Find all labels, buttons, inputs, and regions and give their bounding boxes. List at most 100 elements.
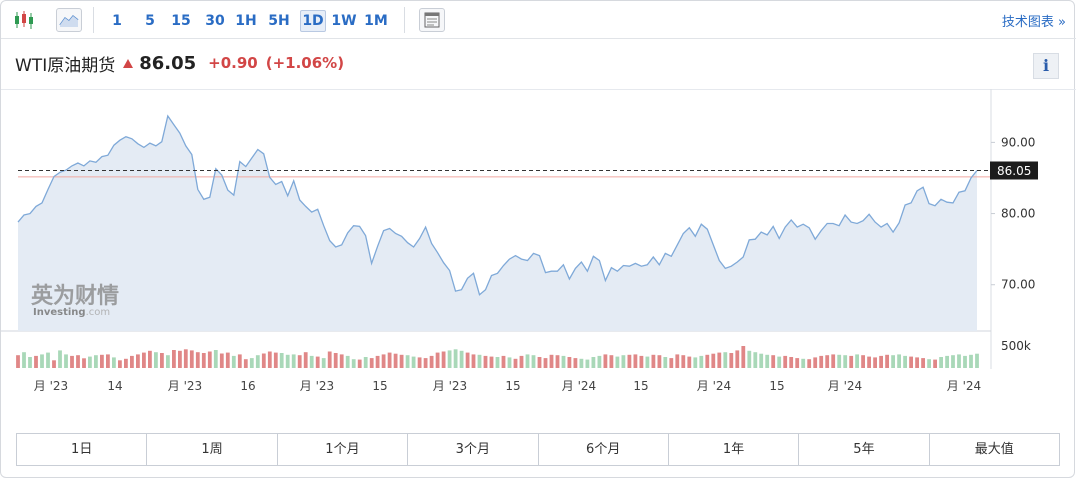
- volume-bar: [621, 355, 626, 368]
- volume-bar: [783, 355, 788, 368]
- volume-bar: [94, 355, 98, 368]
- volume-bar: [897, 354, 901, 368]
- candlestick-chart-icon[interactable]: [11, 8, 37, 32]
- timeframe-30[interactable]: 30: [205, 13, 225, 29]
- volume-bar: [130, 355, 134, 368]
- volume-bar: [339, 354, 344, 368]
- volume-bar: [861, 355, 865, 368]
- volume-bar: [687, 356, 692, 368]
- volume-bar: [759, 353, 764, 368]
- period-button[interactable]: 1周: [147, 434, 278, 465]
- volume-bar: [945, 355, 949, 368]
- volume-bar: [675, 354, 680, 368]
- volume-bar: [381, 354, 386, 368]
- volume-bar: [885, 354, 889, 368]
- volume-bar: [363, 357, 368, 368]
- x-tick-label: 月 '23: [34, 379, 68, 393]
- volume-bar: [477, 354, 482, 368]
- volume-bar: [225, 352, 230, 368]
- volume-bar: [142, 352, 146, 368]
- period-button[interactable]: 1日: [17, 434, 148, 465]
- volume-bar: [219, 353, 224, 368]
- volume-bar: [291, 354, 296, 368]
- volume-bar: [118, 360, 122, 368]
- price-chart[interactable]: 90.00 80.00 70.00 86.05 500k 月 '23 14 月 '23 16 月 …: [1, 89, 1076, 399]
- volume-bar: [513, 358, 518, 368]
- volume-bar: [465, 352, 470, 368]
- timeframe-15[interactable]: 15: [171, 13, 191, 29]
- period-button[interactable]: 1年: [669, 434, 800, 465]
- timeframe-1d[interactable]: 1D: [300, 10, 326, 32]
- volume-bar: [747, 350, 752, 368]
- volume-bar: [345, 355, 350, 368]
- volume-bar: [753, 352, 758, 368]
- volume-bar: [148, 350, 152, 368]
- volume-bar: [651, 354, 656, 368]
- volume-bar: [537, 357, 542, 368]
- volume-bar: [549, 354, 554, 368]
- volume-bar: [303, 352, 308, 368]
- volume-bar: [261, 353, 266, 368]
- volume-bar: [237, 354, 242, 368]
- period-button[interactable]: 3个月: [408, 434, 539, 465]
- area-chart-icon[interactable]: [56, 8, 82, 32]
- volume-bar: [52, 360, 56, 368]
- volume-bar: [333, 353, 338, 368]
- timeframe-1[interactable]: 1: [112, 13, 122, 29]
- volume-bar: [273, 352, 278, 368]
- volume-bar: [957, 354, 961, 368]
- volume-bar: [741, 346, 746, 368]
- volume-bar: [903, 355, 907, 368]
- period-button[interactable]: 6个月: [539, 434, 669, 465]
- volume-bar: [34, 355, 38, 368]
- volume-bar: [573, 358, 578, 368]
- volume-bar: [369, 358, 374, 368]
- timeframe-5[interactable]: 5: [145, 13, 155, 29]
- indicators-panel-icon[interactable]: [419, 8, 445, 32]
- volume-bar: [375, 355, 380, 368]
- period-button[interactable]: 5年: [799, 434, 930, 465]
- investing-watermark: 英为财情 Investing.com: [31, 283, 119, 318]
- x-tick-label: 月 '23: [300, 379, 334, 393]
- volume-bar: [387, 352, 392, 368]
- volume-bar: [531, 355, 536, 368]
- volume-bar: [501, 355, 506, 368]
- volume-bar: [843, 355, 848, 368]
- timeframe-1m[interactable]: 1M: [364, 13, 388, 29]
- price-up-arrow-icon: [123, 58, 134, 68]
- volume-bar: [100, 354, 104, 368]
- technical-chart-link[interactable]: 技术图表 »: [1001, 15, 1066, 30]
- volume-bar: [615, 356, 620, 368]
- volume-bar: [435, 352, 440, 368]
- timeframe-5h[interactable]: 5H: [268, 13, 290, 29]
- volume-bar: [399, 354, 404, 368]
- volume-bar: [267, 351, 272, 368]
- volume-bar: [909, 356, 913, 368]
- period-button[interactable]: 最大值: [974, 442, 1014, 457]
- volume-bar: [489, 356, 494, 368]
- volume-bar: [183, 349, 188, 368]
- volume-bar: [393, 353, 398, 368]
- timeframe-1w[interactable]: 1W: [331, 13, 357, 29]
- volume-bar: [112, 357, 116, 368]
- volume-axis-label: 500k: [1001, 339, 1031, 353]
- volume-bar: [459, 350, 464, 368]
- timeframe-1h[interactable]: 1H: [235, 13, 257, 29]
- y-tick-label: 90.00: [1001, 135, 1035, 149]
- volume-bar: [735, 350, 740, 368]
- volume-bar: [825, 355, 830, 368]
- volume-bar: [969, 354, 973, 368]
- volume-bar: [231, 355, 236, 368]
- volume-bar: [603, 354, 608, 368]
- volume-bar: [243, 359, 248, 368]
- volume-bar: [429, 355, 434, 368]
- volume-bar: [309, 355, 314, 368]
- volume-bar: [657, 355, 662, 368]
- volume-bar: [178, 350, 182, 368]
- info-icon[interactable]: i: [1033, 53, 1059, 79]
- volume-bar: [166, 355, 170, 368]
- volume-bar: [789, 357, 794, 368]
- volume-bar: [867, 356, 871, 368]
- period-button[interactable]: 1个月: [278, 434, 409, 465]
- chart-toolbar: 1 5 15 30 1H 5H 1D 1W 1M 技术图表 »: [1, 1, 1076, 39]
